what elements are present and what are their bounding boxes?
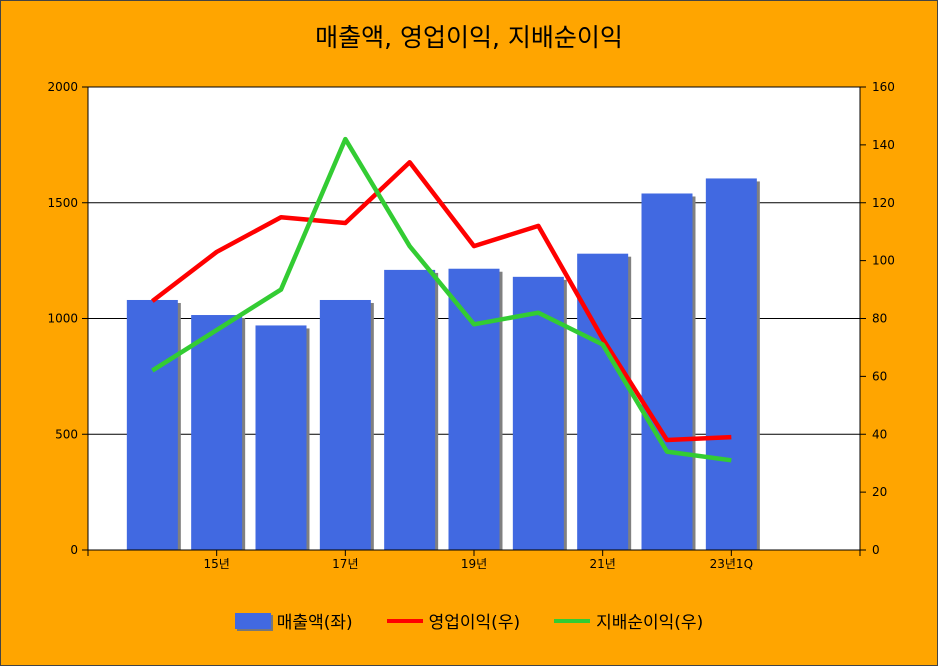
right-axis-tick-label: 20 bbox=[872, 485, 887, 499]
legend-item-operating-profit: 영업이익(우) bbox=[386, 608, 521, 633]
legend-swatch-operating-profit bbox=[386, 618, 423, 623]
bar bbox=[126, 299, 178, 550]
chart-title: 매출액, 영업이익, 지배순이익 bbox=[315, 23, 623, 52]
right-axis-tick-label: 120 bbox=[872, 196, 895, 210]
right-axis-tick-label: 0 bbox=[872, 543, 880, 557]
legend-item-net-income: 지배순이익(우) bbox=[554, 608, 703, 633]
bar bbox=[384, 269, 436, 550]
left-axis-tick-label: 0 bbox=[70, 543, 78, 557]
right-axis-tick-label: 100 bbox=[872, 254, 895, 268]
x-axis-tick-label: 23년1Q bbox=[710, 557, 753, 571]
right-axis-tick-label: 40 bbox=[872, 427, 887, 441]
legend-label-operating-profit: 영업이익(우) bbox=[428, 613, 521, 633]
legend-label-revenue: 매출액(좌) bbox=[276, 613, 353, 633]
legend-label-net-income: 지배순이익(우) bbox=[596, 613, 704, 633]
left-axis-tick-label: 2000 bbox=[47, 80, 78, 94]
bar bbox=[641, 193, 693, 551]
bar bbox=[448, 268, 500, 550]
series-line bbox=[151, 136, 732, 463]
legend-swatch-net-income bbox=[554, 618, 591, 623]
series-line bbox=[150, 159, 732, 443]
right-axis-tick-label: 80 bbox=[872, 312, 887, 326]
legend-swatch-revenue bbox=[234, 612, 271, 629]
legend-item-revenue: 매출액(좌) bbox=[234, 608, 353, 633]
bar bbox=[255, 325, 307, 550]
bar bbox=[705, 178, 757, 550]
x-axis-tick-label: 21년 bbox=[590, 557, 616, 571]
bar bbox=[191, 315, 243, 550]
left-axis-tick-label: 500 bbox=[55, 427, 78, 441]
right-axis-tick-label: 140 bbox=[872, 138, 895, 152]
x-axis-tick-label: 15년 bbox=[204, 557, 230, 571]
left-axis-tick-label: 1500 bbox=[47, 196, 78, 210]
legend: 매출액(좌) 영업이익(우) 지배순이익(우) bbox=[0, 608, 938, 633]
bar bbox=[577, 253, 629, 550]
left-axis-tick-label: 1000 bbox=[47, 312, 78, 326]
bar bbox=[319, 299, 371, 550]
x-axis-tick-label: 19년 bbox=[461, 557, 487, 571]
x-axis-tick-label: 17년 bbox=[332, 557, 358, 571]
right-axis-tick-label: 160 bbox=[872, 80, 895, 94]
right-axis-tick-label: 60 bbox=[872, 369, 887, 383]
